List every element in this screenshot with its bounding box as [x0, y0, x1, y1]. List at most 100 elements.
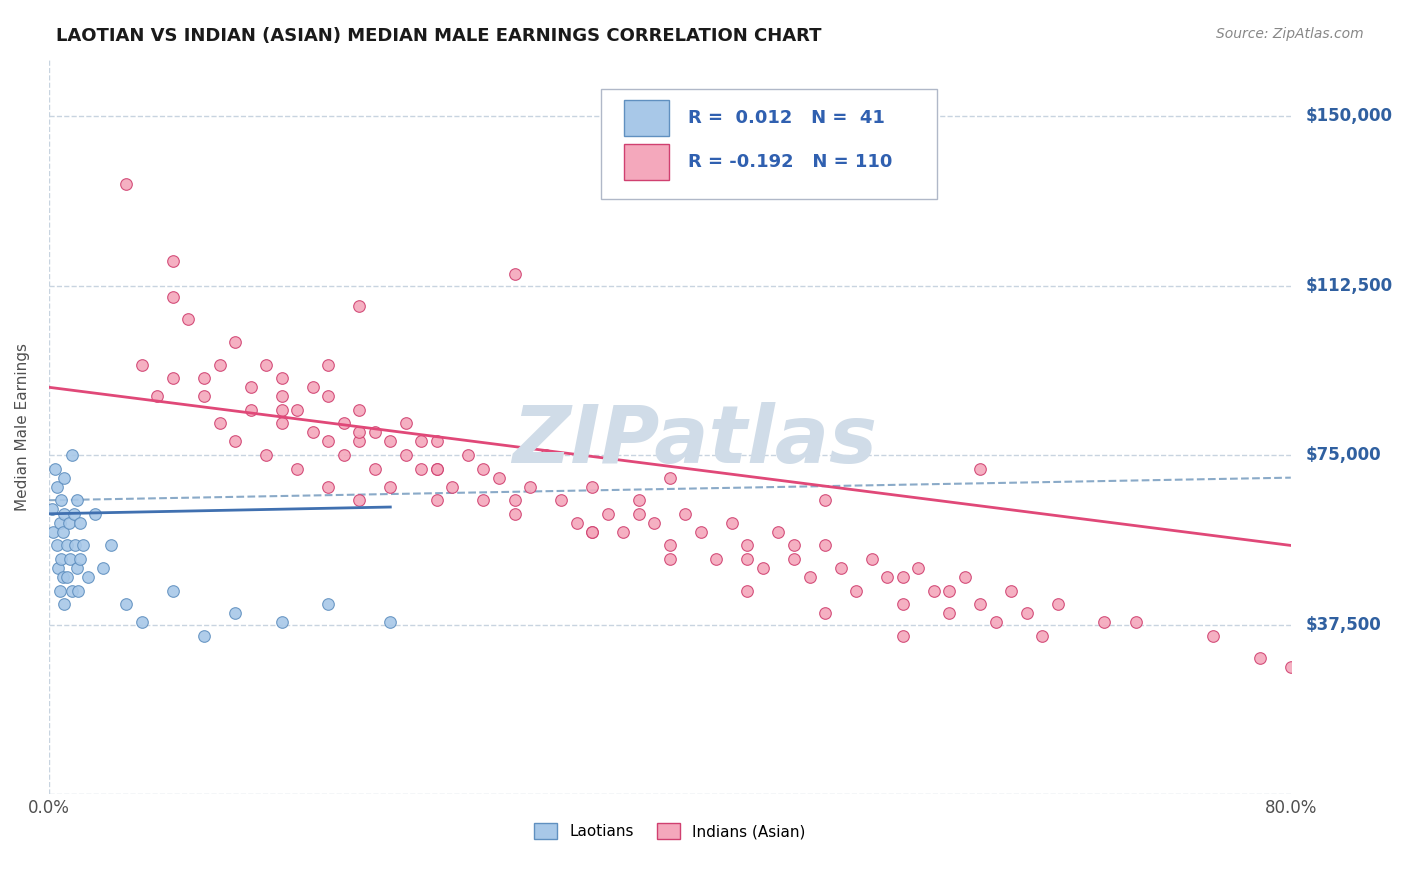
- Point: [380, 434, 402, 449]
- Text: $150,000: $150,000: [1306, 107, 1393, 125]
- Point: [115, 597, 138, 611]
- Point: [254, 358, 277, 372]
- Point: [658, 538, 681, 552]
- Point: [503, 493, 526, 508]
- Point: [752, 561, 775, 575]
- Point: [891, 570, 914, 584]
- Point: [224, 334, 246, 349]
- Point: [565, 516, 588, 530]
- Point: [953, 570, 976, 584]
- Point: [411, 461, 433, 475]
- Point: [658, 552, 681, 566]
- Point: [1279, 660, 1302, 674]
- Point: [100, 538, 122, 552]
- Point: [48, 583, 70, 598]
- Point: [316, 389, 339, 403]
- Point: [380, 615, 402, 630]
- Point: [1000, 583, 1022, 598]
- Point: [1031, 629, 1053, 643]
- Point: [783, 552, 806, 566]
- Y-axis label: Median Male Earnings: Median Male Earnings: [15, 343, 30, 511]
- Text: Source: ZipAtlas.com: Source: ZipAtlas.com: [1216, 27, 1364, 41]
- Point: [316, 434, 339, 449]
- Point: [177, 312, 200, 326]
- Point: [46, 561, 69, 575]
- Point: [426, 434, 449, 449]
- Point: [316, 480, 339, 494]
- Point: [115, 177, 138, 191]
- Point: [67, 583, 90, 598]
- Point: [627, 507, 650, 521]
- Point: [69, 516, 91, 530]
- FancyBboxPatch shape: [624, 101, 668, 136]
- Point: [162, 583, 184, 598]
- Point: [814, 493, 837, 508]
- Point: [891, 629, 914, 643]
- Point: [349, 425, 371, 440]
- Point: [224, 434, 246, 449]
- Point: [907, 561, 929, 575]
- Point: [239, 380, 262, 394]
- Point: [66, 493, 89, 508]
- Point: [581, 480, 603, 494]
- Point: [349, 434, 371, 449]
- Point: [472, 493, 495, 508]
- Point: [673, 507, 696, 521]
- Point: [704, 552, 727, 566]
- Point: [349, 402, 371, 417]
- Point: [62, 507, 84, 521]
- Point: [332, 417, 354, 431]
- Text: $112,500: $112,500: [1306, 277, 1393, 294]
- Point: [737, 552, 759, 566]
- Point: [131, 358, 153, 372]
- Point: [162, 371, 184, 385]
- Legend: Laotians, Indians (Asian): Laotians, Indians (Asian): [529, 817, 811, 845]
- Point: [876, 570, 898, 584]
- Point: [63, 538, 86, 552]
- Point: [285, 461, 308, 475]
- Point: [42, 524, 65, 539]
- Point: [56, 570, 79, 584]
- Point: [426, 461, 449, 475]
- Point: [891, 597, 914, 611]
- Point: [208, 417, 231, 431]
- Point: [737, 538, 759, 552]
- Point: [270, 615, 292, 630]
- Point: [472, 461, 495, 475]
- Point: [91, 561, 114, 575]
- Point: [53, 470, 76, 484]
- Point: [270, 402, 292, 417]
- Point: [1015, 606, 1038, 620]
- Point: [596, 507, 619, 521]
- Point: [53, 507, 76, 521]
- Point: [58, 516, 80, 530]
- Point: [581, 524, 603, 539]
- Point: [285, 402, 308, 417]
- Point: [395, 448, 418, 462]
- Point: [224, 606, 246, 620]
- Point: [938, 606, 960, 620]
- Point: [969, 597, 991, 611]
- Point: [364, 425, 387, 440]
- Point: [830, 561, 852, 575]
- Point: [969, 461, 991, 475]
- Point: [162, 290, 184, 304]
- FancyBboxPatch shape: [624, 145, 668, 180]
- Point: [208, 358, 231, 372]
- Point: [534, 448, 557, 462]
- Point: [984, 615, 1007, 630]
- Text: ZIPatlas: ZIPatlas: [512, 402, 877, 481]
- Point: [860, 552, 883, 566]
- Point: [581, 524, 603, 539]
- Point: [395, 417, 418, 431]
- Point: [45, 538, 67, 552]
- Point: [1094, 615, 1116, 630]
- Point: [783, 538, 806, 552]
- Point: [814, 538, 837, 552]
- Point: [612, 524, 634, 539]
- Point: [162, 253, 184, 268]
- Point: [814, 606, 837, 620]
- Point: [1249, 651, 1271, 665]
- Point: [301, 380, 323, 394]
- Point: [349, 299, 371, 313]
